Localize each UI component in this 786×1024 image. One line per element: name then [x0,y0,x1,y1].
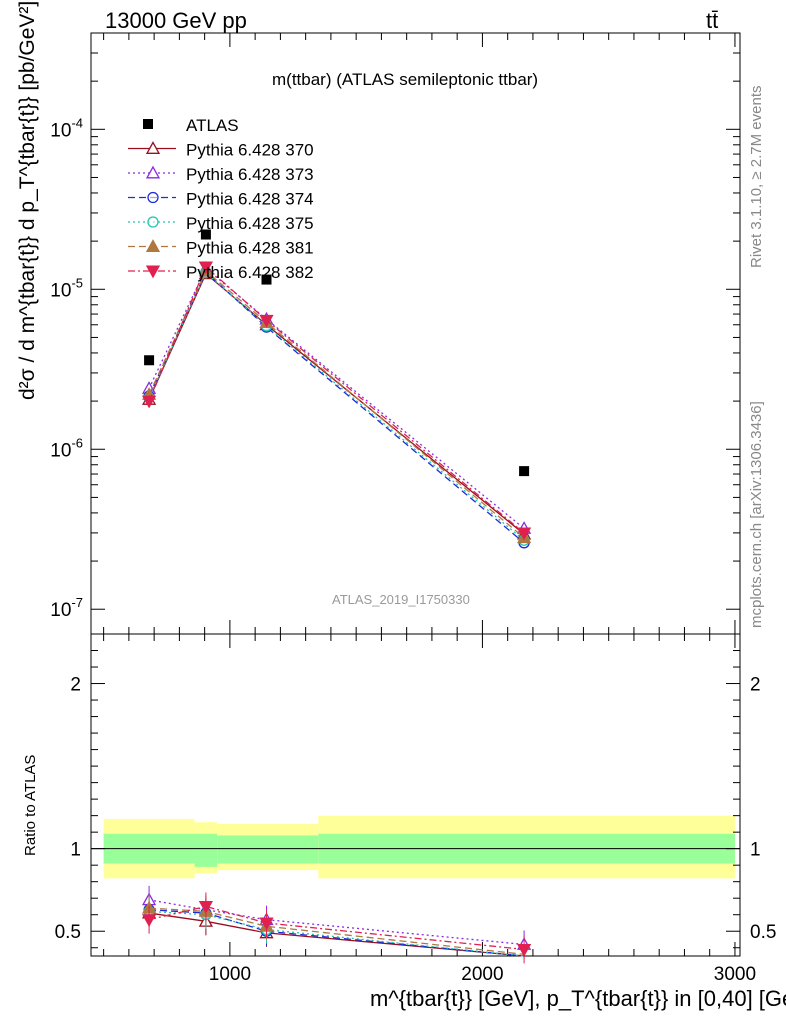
ratio-tick-label-right: 2 [750,675,761,696]
main-panel: 10-7 10-6 10-5 10-4 [50,32,741,635]
y-tick-label: 10-6 [50,435,83,461]
legend-label-data: ATLAS [186,116,239,135]
y-axis-label-main: d²σ / d m^{tbar{t}} d p_T^{tbar{t}} [pb/… [16,1,40,400]
legend-label-4: Pythia 6.428 375 [186,214,314,233]
ratio-point-6 [259,917,274,931]
ratio-frame [90,633,741,957]
data-point [200,229,211,240]
energy-label: 13000 GeV pp [105,8,247,33]
ratio-point-6 [198,901,214,914]
series-point-6 [259,314,274,328]
ratio-line-5 [149,907,525,955]
analysis-watermark: ATLAS_2019_I1750330 [332,592,470,607]
series-line-6 [148,265,525,534]
legend-label-3: Pythia 6.428 374 [186,190,314,209]
y-axis-label-text: d²σ / d m^{tbar{t}} d p_T^{tbar{t}} [pb/… [16,0,39,400]
legend-label-5: Pythia 6.428 381 [186,239,314,258]
source-label: mcplots.cern.ch [arXiv:1306.3436] [748,401,765,628]
ratio-line-6 [148,905,525,951]
series-line-2 [148,267,525,529]
series-point-6 [141,395,157,409]
process-label: tt̄ [706,8,719,33]
y-tick-label: 10-7 [50,595,83,621]
data-point [519,466,530,477]
ratio-tick-label: 0.5 [55,922,81,943]
y-tick-label: 10-5 [50,275,83,301]
legend-marker-6 [145,265,161,279]
legend-label-2: Pythia 6.428 373 [186,165,314,184]
x-tick-label: 1000 [209,964,251,985]
legend: ATLAS Pythia 6.428 370 Pythia 6.428 373 Pyt… [128,116,314,282]
ratio-panel: 0.5 0.5 1 1 2 2 1000 2000 3000 [55,633,776,985]
ratio-tick-label-right: 1 [750,840,761,861]
y-axis-label-ratio: Ratio to ATLAS [22,754,39,856]
legend-label-1: Pythia 6.428 370 [186,141,314,160]
series-point-6 [516,527,532,541]
legend-marker-2 [145,165,161,179]
series-line-5 [148,270,525,539]
x-tick-label: 3000 [714,964,756,985]
series-line-3 [148,271,525,544]
series-line-1 [148,272,525,535]
ratio-line-1 [148,912,525,957]
series-point-6 [198,261,214,275]
series-line-4 [148,271,525,541]
legend-label-6: Pythia 6.428 382 [186,263,314,282]
x-tick-label: 2000 [461,964,503,985]
chart-title: m(ttbar) (ATLAS semileptonic ttbar) [272,70,539,89]
legend-marker-4 [147,216,159,228]
uncertainty-band-inner [194,833,218,867]
data-point [261,274,272,285]
legend-marker-1 [145,141,161,154]
ratio-tick-label: 2 [70,675,81,696]
legend-marker-data [143,119,153,129]
ratio-point-6 [141,914,157,928]
rivet-label: Rivet 3.1.10, ≥ 2.7M events [748,85,765,269]
uncertainty-band-inner [217,835,319,864]
data-point [144,355,155,366]
x-axis-label: m^{tbar{t}} [GeV], p_T^{tbar{t}} in [0,4… [370,986,786,1011]
y-tick-label: 10-4 [50,115,83,141]
legend-marker-3 [147,191,159,204]
ratio-line-3 [149,909,525,957]
ratio-tick-label-right: 0.5 [750,922,776,943]
ratio-point-6 [516,943,532,957]
ratio-tick-label: 1 [70,840,81,861]
legend-marker-5 [145,239,161,252]
